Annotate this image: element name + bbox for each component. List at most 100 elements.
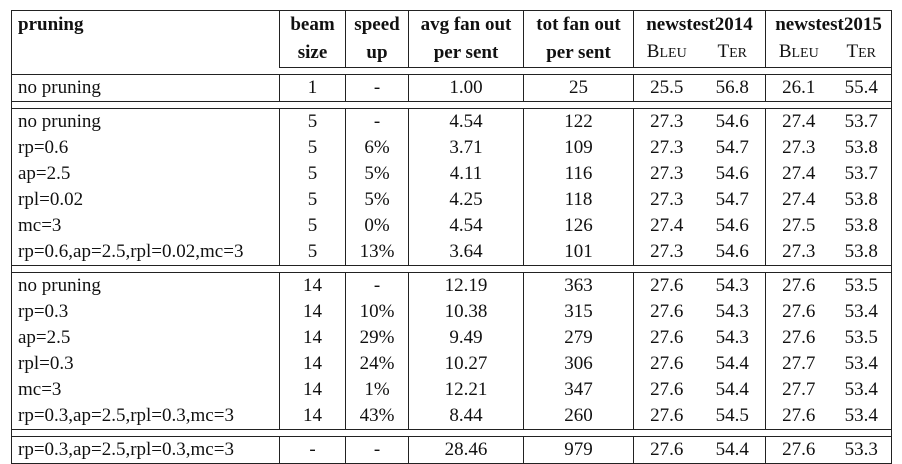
header-bleu-2014: BLEU (633, 38, 700, 68)
cell-pruning: mc=3 (11, 377, 280, 403)
table-row: mc=3 5 0% 4.54 126 27.4 54.6 27.5 53.8 (11, 213, 893, 239)
group-spacer (10, 67, 893, 75)
cell-bleu-2015: 27.4 (782, 189, 816, 210)
results-table-container: pruning beam speed avg fan out tot fan o… (10, 10, 893, 464)
cell-beam-size: 5 (279, 239, 346, 266)
cell-tot-fan-out: 260 (523, 403, 634, 430)
header-bleu-2015: BLEU (765, 38, 832, 68)
cell-ter-2014: 54.7 (699, 187, 767, 213)
cell-pruning: ap=2.5 (11, 161, 280, 187)
table-header: pruning beam speed avg fan out tot fan o… (11, 10, 893, 68)
table-row: ap=2.5 5 5% 4.11 116 27.3 54.6 27.4 53.7 (11, 161, 893, 187)
cell-beam-size: 5 (279, 135, 346, 161)
cell-bleu-2014: 27.3 (650, 163, 684, 184)
header-ter-2014: TER (699, 38, 767, 68)
cell-pruning: rp=0.6,ap=2.5,rpl=0.02,mc=3 (11, 239, 280, 266)
cell-bleu-2015: 27.3 (765, 239, 832, 266)
cell-tot-fan-out: 347 (523, 377, 634, 403)
table-row: no pruning 14-12.19 363 27.6 54.3 27.6 53.5 (11, 272, 893, 299)
cell-bleu-2015: 26.1 (765, 74, 832, 102)
cell-speed-up: - (345, 272, 409, 299)
cell-ter-2014: 54.4 (699, 436, 767, 464)
cell-speed-up: 6% (345, 135, 409, 161)
table-row: no pruning 1-1.00 25 25.5 56.8 26.1 55.4 (11, 74, 893, 102)
cell-ter-2014: 54.6 (699, 213, 767, 239)
cell-bleu-2015: 27.6 (765, 436, 832, 464)
cell-ter-2015: 53.4 (831, 403, 893, 430)
cell-bleu-2015: 27.6 (765, 403, 832, 430)
cell-speed-up: 5% (345, 187, 409, 213)
header-ter-2015: TER (831, 38, 893, 68)
cell-beam-size: 14 (279, 403, 346, 430)
cell-ter-2015: 53.4 (831, 377, 893, 403)
cell-ter-2015: 53.7 (831, 108, 893, 135)
cell-speed-up: - (345, 74, 409, 102)
header-avg-fan-out: avg fan out (408, 10, 524, 38)
header-newstest2015: newstest2015 (765, 10, 893, 38)
cell-bleu-2015: 27.6 (782, 327, 816, 348)
cell-bleu-2014: 27.3 (650, 137, 684, 158)
table-row: mc=3 14 1% 12.21 347 27.6 54.4 27.7 53.4 (11, 377, 893, 403)
cell-ter-2015: 53.8 (831, 135, 893, 161)
cell-ter-2014: 54.5 (699, 403, 767, 430)
header-tot-fan-out: tot fan out (523, 10, 634, 38)
cell-bleu-2015: 27.5 (782, 215, 816, 236)
cell-bleu-2015: 27.7 (782, 379, 816, 400)
table-row: no pruning 5-4.54 122 27.3 54.6 27.4 53.7 (11, 108, 893, 135)
header-per-sent-tot: per sent (523, 38, 634, 68)
cell-ter-2014: 54.6 (699, 161, 767, 187)
cell-ter-2015: 53.8 (831, 239, 893, 266)
cell-bleu-2015: 27.3 (782, 137, 816, 158)
cell-ter-2015: 53.4 (831, 351, 893, 377)
cell-bleu-2014: 27.6 (650, 301, 684, 322)
cell-beam-size: 1 (279, 74, 346, 102)
pruning-results-table: pruning beam speed avg fan out tot fan o… (10, 10, 893, 464)
cell-pruning: rpl=0.02 (11, 187, 280, 213)
cell-avg-fan-out: 10.38 (408, 299, 524, 325)
cell-bleu-2014: 27.3 (633, 239, 700, 266)
cell-ter-2014: 54.6 (699, 239, 767, 266)
spacer-cell (10, 67, 893, 75)
cell-bleu-2014: 25.5 (633, 74, 700, 102)
cell-avg-fan-out: 12.19 (408, 272, 524, 299)
cell-avg-fan-out: 12.21 (408, 377, 524, 403)
cell-pruning: rp=0.3 (11, 299, 280, 325)
cell-beam-size: 14 (279, 325, 346, 351)
table-row: rp=0.6,ap=2.5,rpl=0.02,mc=3 5 13% 3.64 101 27… (11, 239, 893, 266)
cell-speed-up: 13% (345, 239, 409, 266)
cell-avg-fan-out: 4.54 (408, 213, 524, 239)
cell-bleu-2014: 27.6 (633, 436, 700, 464)
cell-speed-up: - (345, 436, 409, 464)
cell-beam-size: 14 (279, 272, 346, 299)
cell-bleu-2014: 27.6 (650, 379, 684, 400)
cell-pruning: no pruning (11, 74, 280, 102)
cell-beam-size: - (279, 436, 346, 464)
cell-ter-2015: 53.4 (831, 299, 893, 325)
table-row: rpl=0.3 14 24% 10.27 306 27.6 54.4 27.7 53.4 (11, 351, 893, 377)
cell-ter-2015: 53.3 (831, 436, 893, 464)
cell-beam-size: 5 (279, 187, 346, 213)
cell-bleu-2014: 27.6 (650, 353, 684, 374)
cell-speed-up: 24% (345, 351, 409, 377)
cell-bleu-2015: 27.6 (765, 272, 832, 299)
table-body: no pruning 1-1.00 25 25.5 56.8 26.1 55.4 no pru… (10, 67, 893, 464)
cell-tot-fan-out: 363 (523, 272, 634, 299)
cell-ter-2014: 54.4 (699, 351, 767, 377)
spacer-cell (10, 429, 893, 437)
cell-ter-2015: 55.4 (831, 74, 893, 102)
cell-ter-2014: 56.8 (699, 74, 767, 102)
header-beam: beam (279, 10, 346, 38)
table-row: rp=0.3,ap=2.5,rpl=0.3,mc=3 14 43% 8.44 260 27… (11, 403, 893, 430)
cell-tot-fan-out: 306 (523, 351, 634, 377)
cell-bleu-2014: 27.4 (650, 215, 684, 236)
cell-avg-fan-out: 9.49 (408, 325, 524, 351)
cell-bleu-2014: 27.3 (633, 108, 700, 135)
cell-tot-fan-out: 126 (523, 213, 634, 239)
cell-avg-fan-out: 4.54 (408, 108, 524, 135)
cell-tot-fan-out: 979 (523, 436, 634, 464)
table-row: rpl=0.02 5 5% 4.25 118 27.3 54.7 27.4 53.8 (11, 187, 893, 213)
cell-pruning: rp=0.3,ap=2.5,rpl=0.3,mc=3 (11, 403, 280, 430)
cell-pruning: no pruning (11, 272, 280, 299)
group-spacer (10, 429, 893, 437)
header-speed: speed (345, 10, 409, 38)
